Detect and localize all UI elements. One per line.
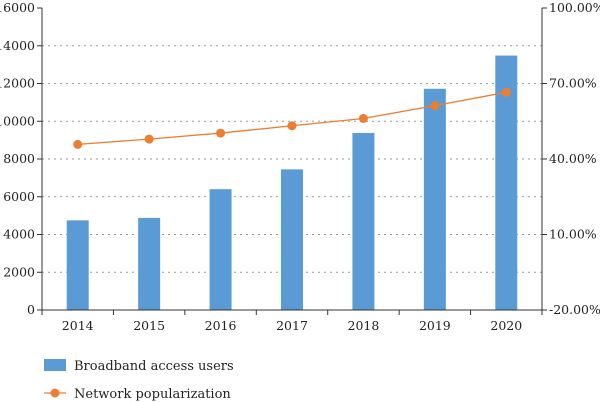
left-tick-label: 12000 xyxy=(0,76,35,91)
axes xyxy=(37,7,547,315)
x-tick-label: 2020 xyxy=(490,318,522,333)
x-tick-label: 2014 xyxy=(62,318,94,333)
legend-marker-line xyxy=(50,388,60,398)
legend-swatch-bar xyxy=(44,359,66,371)
x-tick-label: 2017 xyxy=(276,318,308,333)
point-2020 xyxy=(501,87,511,97)
x-tick-label: 2019 xyxy=(419,318,451,333)
x-tick-label: 2015 xyxy=(133,318,165,333)
x-tick-label: 2018 xyxy=(348,318,380,333)
line-series xyxy=(73,87,511,149)
bar-2014 xyxy=(66,220,89,310)
point-2018 xyxy=(358,113,368,123)
left-tick-label: 8000 xyxy=(3,151,35,166)
bar-2017 xyxy=(281,169,303,310)
point-2017 xyxy=(287,121,297,131)
right-tick-label: 70.00% xyxy=(549,76,597,91)
left-tick-label: 2000 xyxy=(3,264,35,279)
bar-2016 xyxy=(209,189,232,310)
right-axis-tick-labels: -20.00% 10.00% 40.00% 70.00% 100.00% xyxy=(549,0,600,317)
left-tick-label: 14000 xyxy=(0,38,35,53)
right-tick-label: 100.00% xyxy=(549,0,600,15)
bar-2015 xyxy=(138,217,161,310)
point-2019 xyxy=(430,101,440,111)
left-tick-label: 0 xyxy=(27,302,35,317)
bar-2019 xyxy=(423,88,446,310)
left-tick-label: 4000 xyxy=(3,227,35,242)
right-tick-label: 10.00% xyxy=(549,227,597,242)
left-axis-tick-labels: 0 2000 4000 6000 8000 10000 12000 14000 16000 xyxy=(0,0,35,317)
point-2016 xyxy=(216,128,226,138)
left-tick-label: 10000 xyxy=(0,113,35,128)
point-2014 xyxy=(73,139,83,149)
bar-2018 xyxy=(352,132,375,310)
left-tick-label: 6000 xyxy=(3,189,35,204)
x-tick-label: 2016 xyxy=(205,318,237,333)
legend: Broadband access users Network populariz… xyxy=(44,359,234,402)
point-2015 xyxy=(144,134,154,144)
right-tick-label: -20.00% xyxy=(549,302,600,317)
left-tick-label: 16000 xyxy=(0,0,35,15)
bar-series xyxy=(66,55,518,310)
x-axis-tick-labels: 2014 2015 2016 2017 2018 2019 2020 xyxy=(62,318,522,333)
right-tick-label: 40.00% xyxy=(549,151,597,166)
bar-2020 xyxy=(495,55,518,310)
legend-label-bar: Broadband access users xyxy=(74,359,234,374)
legend-label-line: Network popularization xyxy=(74,387,231,402)
